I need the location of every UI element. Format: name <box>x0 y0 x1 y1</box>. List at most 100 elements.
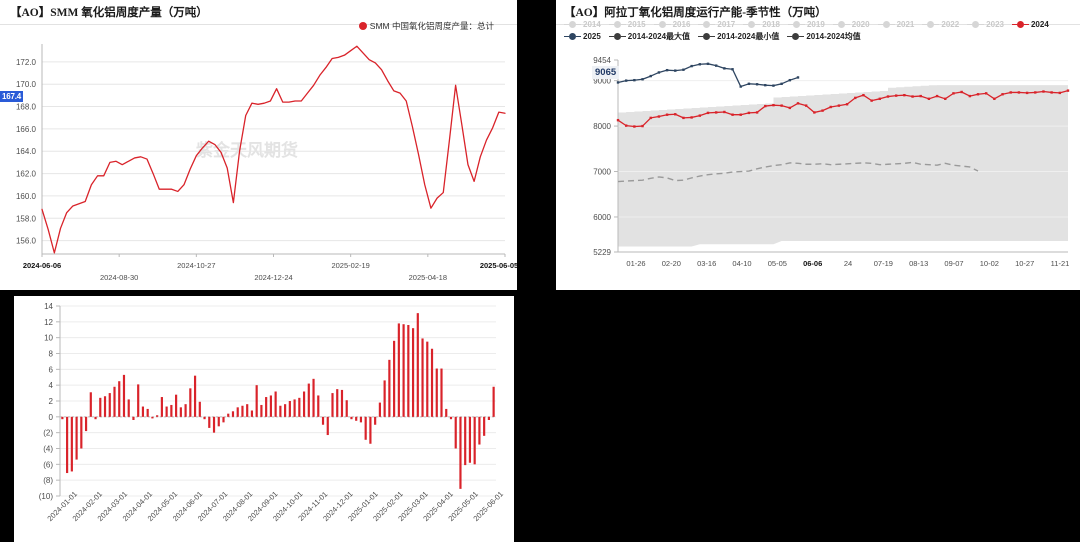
bar <box>312 378 315 417</box>
x-axis-tick-label: 11-21 <box>1051 259 1070 268</box>
legend-dot-icon <box>837 21 845 28</box>
data-point-marker <box>1066 89 1070 92</box>
y-axis-tick-label: 7000 <box>593 168 611 177</box>
legend-item-2014-2024[interactable]: 2014-2024均值 <box>787 31 861 42</box>
bar <box>141 406 145 417</box>
data-point-marker <box>755 111 759 114</box>
x-axis-tick-label: 10-02 <box>980 259 999 268</box>
data-point-marker <box>723 67 726 70</box>
legend-dash-icon <box>1011 23 1017 26</box>
x-axis-tick-label: 2024-10-27 <box>177 261 215 270</box>
page-title-topleft: 【AO】SMM 氧化铝周度产量（万吨） <box>10 7 208 19</box>
legend-topright[interactable]: 2014 2015 2016 2017 2018 2019 2020 2021 2022 2023… <box>564 20 1076 44</box>
legend-item-2019[interactable]: 2019 <box>787 20 825 29</box>
bar <box>118 381 121 417</box>
bar <box>374 416 377 425</box>
data-point-marker <box>845 103 849 106</box>
legend-item-label: 2025 <box>583 32 601 41</box>
data-point-marker <box>976 93 980 96</box>
legend-item-2014[interactable]: 2014 <box>564 20 601 29</box>
legend-item-label: SMM 中国氧化铝周度产量：总计 <box>369 21 494 31</box>
legend-item-2021[interactable]: 2021 <box>877 20 914 29</box>
bar <box>302 391 306 417</box>
bar <box>170 404 173 417</box>
legend-item-2018[interactable]: 2018 <box>743 20 780 29</box>
bar <box>468 416 472 463</box>
data-point-marker <box>755 83 759 86</box>
bar <box>269 395 272 417</box>
bar <box>203 416 206 420</box>
legend-item-2014-2024[interactable]: 2014-2024最小值 <box>698 31 779 42</box>
y-axis-tick-label: 14 <box>44 302 53 311</box>
x-axis-tick-label: 10-27 <box>1015 259 1034 268</box>
bar <box>165 406 168 417</box>
legend-dot-icon <box>703 21 711 28</box>
legend-dash-icon <box>576 35 581 38</box>
legend-dash-icon <box>922 23 928 26</box>
data-point-marker <box>772 103 775 107</box>
data-point-marker <box>878 97 882 101</box>
data-point-marker <box>649 116 652 120</box>
bar <box>345 400 348 417</box>
y-axis-tick-label: 164.0 <box>16 147 37 156</box>
legend-item-2014-2024[interactable]: 2014-2024最大值 <box>608 31 691 42</box>
bar <box>122 374 126 417</box>
data-point-marker <box>764 104 767 108</box>
bar <box>350 416 353 420</box>
legend-item-label: 2014-2024最大值 <box>627 32 691 41</box>
bar <box>103 396 107 417</box>
y-axis-tick-label: 170.0 <box>16 80 37 89</box>
data-point-marker <box>804 104 808 107</box>
bar <box>487 416 490 420</box>
bar <box>84 416 88 432</box>
y-axis-tick-label: 10 <box>44 334 53 343</box>
bar <box>80 416 83 449</box>
bar <box>383 380 386 417</box>
legend-item-2025[interactable]: 2025 <box>564 32 601 41</box>
bar <box>146 408 149 417</box>
y-axis-tick-label: 156.0 <box>16 237 37 246</box>
legend-topleft[interactable]: SMM 中国氧化铝周度产量：总计 <box>358 20 503 32</box>
x-axis-tick-label: 07-19 <box>874 259 893 268</box>
data-point-marker <box>1034 91 1037 94</box>
legend-item-2016[interactable]: 2016 <box>653 20 690 29</box>
legend-dash-icon <box>979 23 985 26</box>
title-divider <box>556 24 1080 25</box>
x-axis-tick-label: 24 <box>844 259 852 268</box>
legend-item-2015[interactable]: 2015 <box>608 20 646 29</box>
data-point-marker <box>870 99 873 102</box>
bar <box>355 416 358 421</box>
legend-dot-icon <box>972 21 980 28</box>
y-axis-tick-label: 12 <box>44 318 53 327</box>
data-point-marker <box>919 94 922 98</box>
y-axis-tick-label: 8 <box>49 350 54 359</box>
bar <box>397 323 400 417</box>
bar <box>364 416 367 440</box>
y-axis-tick-label: 166.0 <box>16 125 37 134</box>
legend-item-2017[interactable]: 2017 <box>698 20 735 29</box>
legend-item-smm-total[interactable]: SMM 中国氧化铝周度产量：总计 <box>358 20 494 32</box>
chart-panel-aladdin-seasonal-capacity: 【AO】阿拉丁氧化铝周度运行产能-季节性（万吨） 2014 2015 2016 201… <box>556 0 1080 290</box>
data-point-marker <box>993 97 996 101</box>
legend-dash-icon <box>620 23 626 26</box>
data-point-marker <box>984 92 988 95</box>
data-point-marker <box>788 106 792 110</box>
legend-item-2024[interactable]: 2024 <box>1011 20 1049 29</box>
bar <box>369 416 372 444</box>
data-point-marker <box>960 90 963 94</box>
legend-item-2023[interactable]: 2023 <box>967 20 1004 29</box>
area-band-max-min <box>618 85 1068 247</box>
data-point-marker <box>690 116 693 119</box>
bar <box>430 348 434 417</box>
legend-item-2022[interactable]: 2022 <box>922 20 959 29</box>
data-point-marker <box>690 64 693 68</box>
data-point-marker <box>665 113 669 116</box>
legend-item-2020[interactable]: 2020 <box>832 20 870 29</box>
bar <box>179 407 182 417</box>
y-axis-tick-label: 160.0 <box>16 192 37 201</box>
data-point-marker <box>747 111 751 115</box>
legend-dash-icon <box>564 35 569 38</box>
bar <box>198 401 201 417</box>
legend-dash-icon <box>743 23 749 26</box>
data-point-marker <box>698 114 702 117</box>
